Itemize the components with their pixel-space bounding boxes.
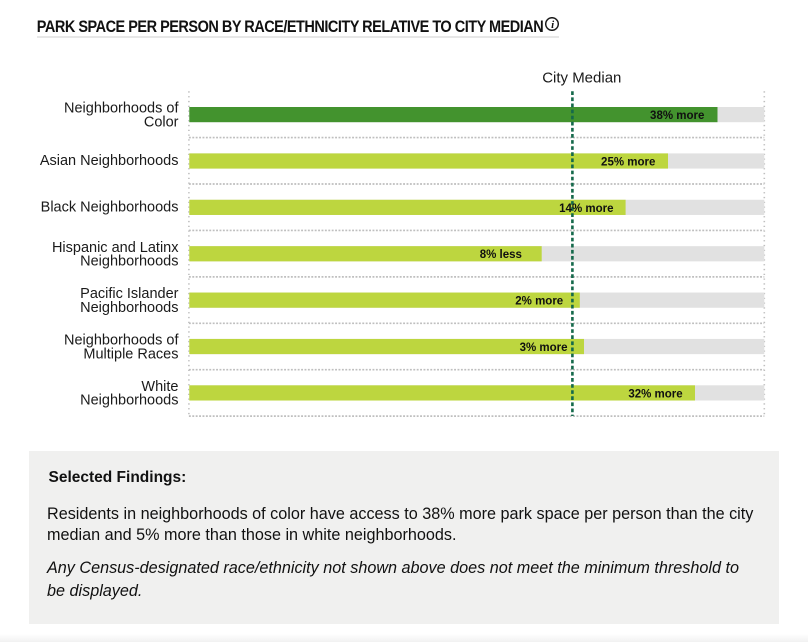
svg-text:Black Neighborhoods: Black Neighborhoods: [41, 199, 179, 215]
svg-text:2% more: 2% more: [515, 296, 563, 308]
svg-text:Hispanic and Latinx: Hispanic and Latinx: [52, 240, 179, 256]
svg-text:Neighborhoods: Neighborhoods: [80, 300, 178, 316]
svg-text:32% more: 32% more: [628, 388, 682, 400]
svg-text:Color: Color: [144, 114, 179, 130]
svg-text:38% more: 38% more: [650, 110, 704, 122]
svg-text:3% more: 3% more: [520, 342, 568, 354]
svg-text:Multiple Races: Multiple Races: [83, 346, 178, 362]
svg-text:Neighborhoods of: Neighborhoods of: [64, 333, 179, 349]
svg-text:Neighborhoods: Neighborhoods: [80, 254, 178, 270]
svg-text:City Median: City Median: [542, 70, 621, 87]
svg-text:14% more: 14% more: [559, 203, 613, 215]
svg-text:Neighborhoods of: Neighborhoods of: [64, 101, 179, 117]
svg-text:Neighborhoods: Neighborhoods: [80, 393, 178, 409]
svg-text:i: i: [551, 19, 555, 31]
svg-text:Pacific Islander: Pacific Islander: [80, 286, 178, 302]
svg-text:Asian Neighborhoods: Asian Neighborhoods: [40, 153, 179, 169]
svg-text:8% less: 8% less: [480, 249, 522, 261]
svg-text:White: White: [141, 379, 178, 395]
svg-text:25% more: 25% more: [601, 156, 655, 168]
